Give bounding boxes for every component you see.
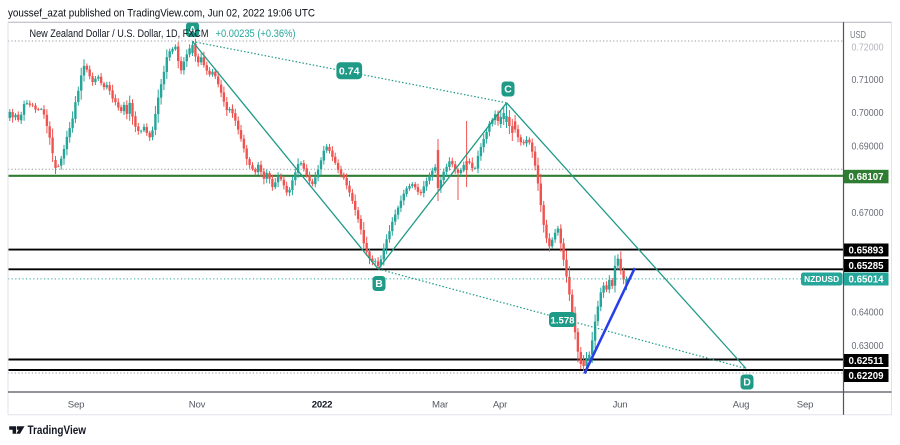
svg-text:0.65285: 0.65285 <box>849 261 884 272</box>
svg-text:Sep: Sep <box>797 400 813 411</box>
svg-text:D: D <box>743 377 751 389</box>
svg-text:0.64000: 0.64000 <box>852 308 884 319</box>
svg-text:0.62511: 0.62511 <box>849 356 884 367</box>
svg-text:Jun: Jun <box>613 400 628 411</box>
svg-text:0.68107: 0.68107 <box>849 172 884 183</box>
svg-text:youssef_azat published on Trad: youssef_azat published on TradingView.co… <box>8 8 315 20</box>
svg-text:Sep: Sep <box>68 400 84 411</box>
svg-text:2022: 2022 <box>312 400 333 411</box>
svg-text:0.65893: 0.65893 <box>849 246 884 257</box>
svg-text:0.70000: 0.70000 <box>852 108 884 119</box>
svg-text:+0.00235 (+0.36%): +0.00235 (+0.36%) <box>216 28 296 40</box>
svg-text:B: B <box>375 278 383 290</box>
svg-text:0.74: 0.74 <box>339 66 360 78</box>
svg-text:USD: USD <box>850 30 866 41</box>
svg-text:0.67000: 0.67000 <box>852 208 884 219</box>
svg-text:0.72000: 0.72000 <box>852 43 884 54</box>
svg-text:1.578: 1.578 <box>551 315 576 326</box>
svg-text:0.63000: 0.63000 <box>852 341 884 352</box>
svg-text:0.62209: 0.62209 <box>849 371 884 382</box>
svg-text:A: A <box>189 24 197 36</box>
svg-text:0.69000: 0.69000 <box>852 141 884 152</box>
svg-text:Mar: Mar <box>432 400 449 411</box>
svg-text:NZDUSD: NZDUSD <box>804 274 839 284</box>
svg-text:0.65014: 0.65014 <box>849 275 884 286</box>
svg-text:Nov: Nov <box>189 400 206 411</box>
svg-text:New Zealand Dollar / U.S. Doll: New Zealand Dollar / U.S. Dollar, 1D, FX… <box>30 28 209 40</box>
svg-text:TradingView: TradingView <box>28 425 87 437</box>
svg-text:Apr: Apr <box>493 400 508 411</box>
svg-text:0.71000: 0.71000 <box>852 75 884 86</box>
svg-text:C: C <box>504 84 512 96</box>
svg-text:Aug: Aug <box>733 400 749 411</box>
